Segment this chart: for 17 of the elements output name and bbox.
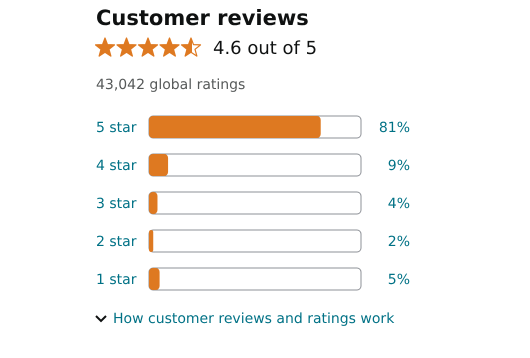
data-label: 4% xyxy=(388,196,410,212)
y-tick-label: 1 star xyxy=(96,272,137,288)
bar xyxy=(149,268,160,290)
y-tick-label: 5 star xyxy=(96,120,137,136)
y-tick-label: 2 star xyxy=(96,234,137,250)
data-label: 2% xyxy=(388,234,410,250)
bar xyxy=(149,230,154,252)
y-tick-label: 3 star xyxy=(96,196,137,212)
data-label: 5% xyxy=(388,272,410,288)
bar xyxy=(149,154,168,176)
text: How customer reviews and ratings work xyxy=(113,311,394,327)
y-tick-label: 4 star xyxy=(96,158,137,174)
chart-title: Customer reviews xyxy=(96,6,309,30)
text: 43,042 global ratings xyxy=(96,77,246,93)
data-label: 81% xyxy=(378,120,410,136)
data-label: 9% xyxy=(388,158,410,174)
chart-subtitle: 4.6 out of 5 xyxy=(213,38,318,59)
